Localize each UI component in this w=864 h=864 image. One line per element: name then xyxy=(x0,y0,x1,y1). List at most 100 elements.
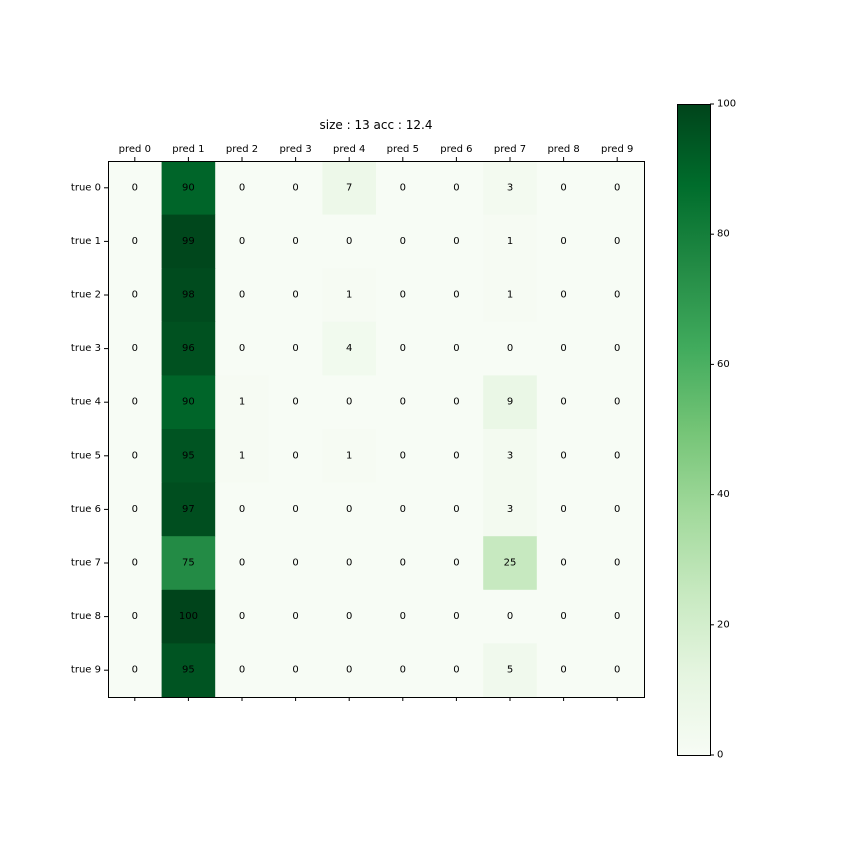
heatmap-cell-r6-c5 xyxy=(376,482,431,537)
cell-value-label: 1 xyxy=(507,236,513,247)
heatmap-cell-r8-c1 xyxy=(161,589,216,644)
cell-value-label: 0 xyxy=(132,236,138,247)
heatmap-cell-r4-c8 xyxy=(536,375,591,430)
heatmap-cell-r6-c4 xyxy=(322,482,377,537)
heatmap-cell-r3-c1 xyxy=(161,321,216,376)
heatmap-cell-r7-c2 xyxy=(215,536,270,591)
heatmap-cell-r8-c6 xyxy=(429,589,484,644)
cell-value-label: 0 xyxy=(453,450,459,461)
cell-value-label: 0 xyxy=(132,182,138,193)
cell-value-label: 0 xyxy=(239,611,245,622)
cell-value-label: 0 xyxy=(400,611,406,622)
heatmap-cell-r1-c4 xyxy=(322,214,377,269)
heatmap-cell-r1-c9 xyxy=(590,214,645,269)
heatmap-cell-r7-c9 xyxy=(590,536,645,591)
x-tick-label: pred 0 xyxy=(119,144,151,155)
cell-value-label: 0 xyxy=(560,182,566,193)
cell-value-label: 0 xyxy=(453,611,459,622)
heatmap-cell-r0-c8 xyxy=(536,161,591,216)
heatmap-cell-r1-c5 xyxy=(376,214,431,269)
cell-value-label: 1 xyxy=(239,450,245,461)
heatmap-cell-r5-c4 xyxy=(322,429,377,484)
cell-value-label: 0 xyxy=(346,504,352,515)
y-tick-label: true 2 xyxy=(71,290,101,301)
heatmap-cell-r1-c2 xyxy=(215,214,270,269)
cell-value-label: 4 xyxy=(346,343,352,354)
colorbar-tick-label: 100 xyxy=(717,99,736,110)
heatmap-cell-r4-c4 xyxy=(322,375,377,430)
heatmap-cell-r9-c5 xyxy=(376,643,431,698)
heatmap-cell-r6-c6 xyxy=(429,482,484,537)
heatmap-cell-r9-c6 xyxy=(429,643,484,698)
cell-value-label: 0 xyxy=(239,182,245,193)
cell-value-label: 0 xyxy=(346,558,352,569)
x-tick-label: pred 7 xyxy=(494,144,526,155)
x-axis-ticks: pred 0 pred 1 pred 2 pred 3 pred 4 pred 5 pred… xyxy=(119,144,633,701)
chart-title: size : 13 acc : 12.4 xyxy=(320,118,433,132)
y-tick-label: true 1 xyxy=(71,236,101,247)
colorbar-ticks: 0 20 40 60 80 100 xyxy=(710,99,736,761)
cell-value-label: 0 xyxy=(346,665,352,676)
cell-value-label: 0 xyxy=(400,558,406,569)
heatmap-cell-r0-c5 xyxy=(376,161,431,216)
cell-value-label: 90 xyxy=(182,397,195,408)
heatmap-cell-r3-c7 xyxy=(483,321,538,376)
heatmap-cell-r0-c0 xyxy=(108,161,163,216)
heatmap-cell-r4-c1 xyxy=(161,375,216,430)
heatmap-cell-r8-c4 xyxy=(322,589,377,644)
heatmap-cell-r9-c2 xyxy=(215,643,270,698)
heatmap-cell-r2-c0 xyxy=(108,268,163,323)
heatmap-cell-r0-c2 xyxy=(215,161,270,216)
heatmap-cell-r3-c6 xyxy=(429,321,484,376)
cell-value-label: 0 xyxy=(239,290,245,301)
cell-value-label: 0 xyxy=(507,611,513,622)
heatmap-cell-r8-c3 xyxy=(268,589,323,644)
cell-value-label: 0 xyxy=(239,504,245,515)
colorbar xyxy=(677,104,711,756)
heatmap-cell-r8-c2 xyxy=(215,589,270,644)
heatmap-cell-r6-c3 xyxy=(268,482,323,537)
heatmap-cell-r9-c1 xyxy=(161,643,216,698)
x-tick-label: pred 3 xyxy=(279,144,311,155)
cell-value-label: 0 xyxy=(560,665,566,676)
cell-value-label: 0 xyxy=(453,397,459,408)
heatmap-cell-r9-c3 xyxy=(268,643,323,698)
cell-value-label: 7 xyxy=(346,182,352,193)
x-tick-label: pred 6 xyxy=(440,144,472,155)
heatmap-cell-r0-c9 xyxy=(590,161,645,216)
cell-value-label: 0 xyxy=(560,290,566,301)
colorbar-tick-label: 80 xyxy=(717,229,730,240)
heatmap-cell-r9-c0 xyxy=(108,643,163,698)
cell-value-label: 0 xyxy=(132,450,138,461)
heatmap-cell-r2-c7 xyxy=(483,268,538,323)
cell-value-label: 0 xyxy=(614,182,620,193)
cell-value-label: 0 xyxy=(292,558,298,569)
cell-value-label: 0 xyxy=(292,450,298,461)
cell-value-label: 95 xyxy=(182,450,195,461)
heatmap-cell-r2-c3 xyxy=(268,268,323,323)
heatmap-cell-r2-c8 xyxy=(536,268,591,323)
colorbar-tick-label: 0 xyxy=(717,750,723,761)
cell-value-label: 0 xyxy=(614,236,620,247)
cell-value-label: 0 xyxy=(132,611,138,622)
y-tick-label: true 3 xyxy=(71,343,101,354)
cell-value-label: 0 xyxy=(132,397,138,408)
heatmap-cell-r2-c6 xyxy=(429,268,484,323)
cell-value-label: 0 xyxy=(614,397,620,408)
cell-value-label: 0 xyxy=(346,611,352,622)
heatmap-cell-r7-c6 xyxy=(429,536,484,591)
heatmap-cell-r1-c7 xyxy=(483,214,538,269)
cell-value-label: 0 xyxy=(453,343,459,354)
cell-value-label: 100 xyxy=(179,611,198,622)
cell-value-label: 0 xyxy=(239,665,245,676)
cell-value-label: 0 xyxy=(132,558,138,569)
x-tick-label: pred 5 xyxy=(387,144,419,155)
heatmap-cell-r7-c1 xyxy=(161,536,216,591)
heatmap-cell-r8-c5 xyxy=(376,589,431,644)
heatmap-cell-r3-c9 xyxy=(590,321,645,376)
cell-value-label: 0 xyxy=(507,343,513,354)
cell-value-label: 0 xyxy=(453,182,459,193)
x-tick-label: pred 2 xyxy=(226,144,258,155)
heatmap-cell-r2-c2 xyxy=(215,268,270,323)
heatmap-cell-r5-c8 xyxy=(536,429,591,484)
